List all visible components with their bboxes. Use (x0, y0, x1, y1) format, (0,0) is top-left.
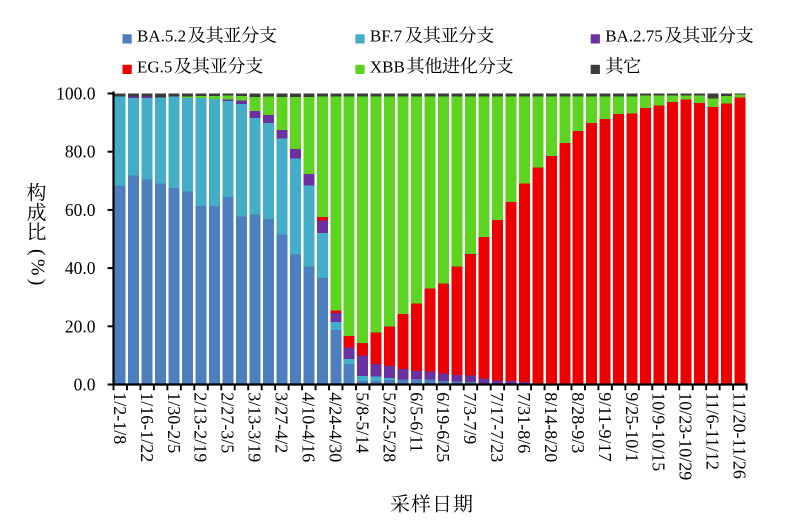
svg-text:BA.2.75: BA.2.75 (605, 27, 663, 46)
svg-text:3/27-4/2: 3/27-4/2 (272, 392, 292, 453)
svg-text:1/30-2/5: 1/30-2/5 (164, 392, 184, 453)
svg-text:7/17-7/23: 7/17-7/23 (487, 392, 507, 462)
svg-text:2/13-2/19: 2/13-2/19 (191, 392, 211, 462)
svg-text:100.0: 100.0 (56, 84, 96, 104)
svg-text:6/5-6/11: 6/5-6/11 (406, 392, 426, 452)
svg-text:EG.5: EG.5 (137, 57, 172, 76)
svg-text:5/22-5/28: 5/22-5/28 (379, 392, 399, 462)
svg-text:40.0: 40.0 (65, 258, 96, 278)
svg-text:8/28-9/3: 8/28-9/3 (568, 392, 588, 453)
svg-text:2/27-3/5: 2/27-3/5 (218, 392, 238, 453)
svg-text:1/16-1/22: 1/16-1/22 (137, 392, 157, 462)
svg-text:3/13-3/19: 3/13-3/19 (245, 392, 265, 462)
svg-text:9/25-10/1: 9/25-10/1 (622, 392, 642, 462)
svg-text:XBB: XBB (370, 57, 405, 76)
svg-text:60.0: 60.0 (65, 200, 96, 220)
svg-text:4/10-4/16: 4/10-4/16 (299, 392, 319, 462)
svg-text:20.0: 20.0 (65, 316, 96, 336)
svg-text:9/11-9/17: 9/11-9/17 (595, 392, 615, 461)
svg-text:80.0: 80.0 (65, 142, 96, 162)
svg-text:11/20-11/26: 11/20-11/26 (730, 392, 750, 479)
svg-text:7/31-8/6: 7/31-8/6 (514, 392, 534, 453)
svg-text:10/9-10/15: 10/9-10/15 (649, 392, 669, 471)
svg-text:BA.5.2: BA.5.2 (137, 27, 186, 46)
svg-text:4/24-4/30: 4/24-4/30 (325, 392, 345, 462)
svg-text:(%): (%) (26, 249, 48, 289)
svg-text:0.0: 0.0 (74, 375, 96, 395)
svg-text:8/14-8/20: 8/14-8/20 (541, 392, 561, 462)
svg-text:11/6-11/12: 11/6-11/12 (703, 392, 723, 470)
svg-text:10/23-10/29: 10/23-10/29 (676, 392, 696, 480)
svg-text:1/2-1/8: 1/2-1/8 (110, 392, 130, 444)
svg-text:5/8-5/14: 5/8-5/14 (352, 392, 372, 453)
svg-text:6/19-6/25: 6/19-6/25 (433, 392, 453, 462)
svg-text:7/3-7/9: 7/3-7/9 (460, 392, 480, 444)
svg-text:BF.7: BF.7 (370, 27, 403, 46)
